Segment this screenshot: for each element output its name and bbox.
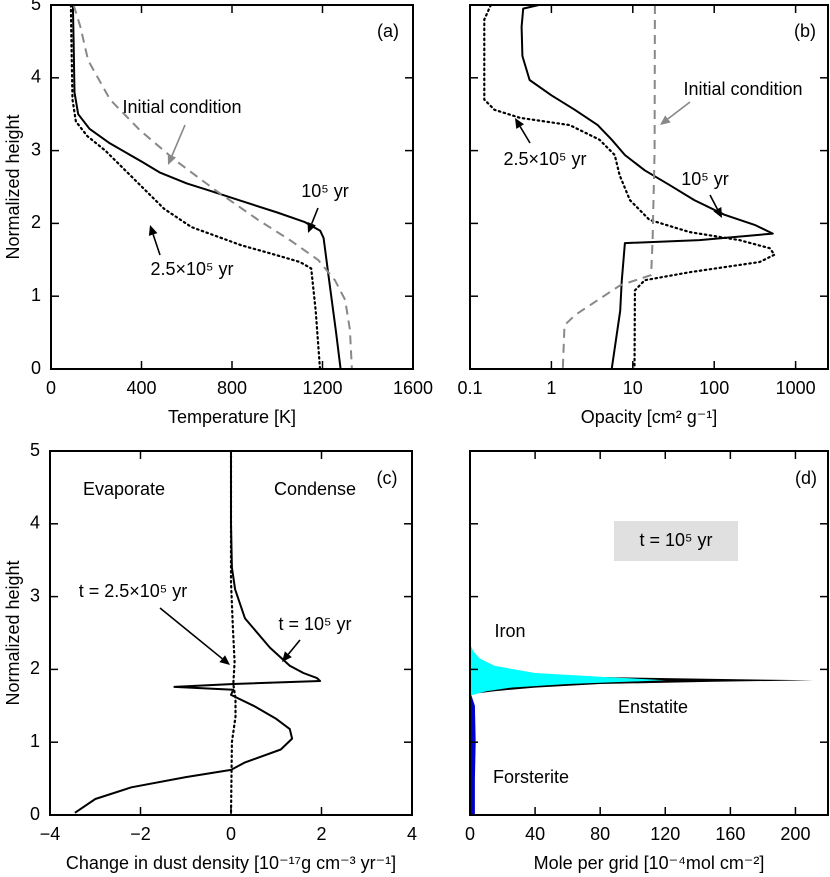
series-label: Forsterite (493, 767, 569, 787)
x-tick-label: 2 (316, 824, 326, 844)
panel-label: (b) (794, 21, 816, 41)
arrow-shaft (171, 124, 186, 157)
x-tick-label: 200 (780, 824, 810, 844)
series-label: Initial condition (683, 79, 802, 99)
series-label: 10⁵ yr (681, 169, 728, 189)
arrow-shaft (519, 126, 531, 144)
arrow-shaft (709, 194, 719, 210)
line (483, 5, 776, 369)
x-tick-label: 1000 (776, 378, 816, 398)
series-label: 2.5×10⁵ yr (150, 259, 233, 279)
x-axis-label: Opacity [cm² g⁻¹] (581, 407, 718, 427)
y-tick-label: 4 (31, 67, 41, 87)
series-label: t = 10⁵ yr (279, 614, 352, 634)
panel-label: (d) (795, 468, 817, 488)
plot-frame (469, 450, 829, 816)
x-tick-label: 400 (126, 378, 156, 398)
plot-area (69, 5, 353, 369)
arrow-head (713, 207, 722, 218)
panel: t = 10⁵ yr t = 2.5×10⁵ yr −4 −2 0 2 4 0 1 2 3 4 5 Cha… (3, 440, 417, 873)
x-axis-label: Mole per grid [10⁻⁴mol cm⁻²] (534, 853, 765, 873)
series-label: Iron (494, 621, 525, 641)
line (520, 5, 774, 369)
plot-area (470, 643, 814, 815)
panel-label: (a) (377, 21, 399, 41)
series-label: 10⁵ yr (301, 181, 348, 201)
annotation: t = 10⁵ yr (640, 530, 713, 550)
x-tick-label: −4 (40, 824, 61, 844)
arrow-shaft (310, 207, 319, 225)
x-tick-label: 4 (407, 824, 417, 844)
line (69, 5, 322, 369)
x-tick-label: −2 (130, 824, 151, 844)
arrow-head (515, 118, 525, 129)
line (71, 5, 342, 369)
x-tick-label: 120 (650, 824, 680, 844)
y-tick-label: 4 (30, 513, 40, 533)
y-tick-label: 0 (31, 358, 41, 378)
y-tick-label: 3 (31, 139, 41, 159)
x-tick-label: 100 (699, 378, 729, 398)
annotation: Evaporate (83, 479, 165, 499)
y-tick-label: 5 (30, 440, 40, 460)
y-tick-label: 2 (31, 212, 41, 232)
plot-frame (469, 4, 829, 370)
x-tick-label: 1 (546, 378, 556, 398)
x-tick-label: 0 (46, 378, 56, 398)
x-tick-label: 10 (623, 378, 643, 398)
arrow-head (307, 222, 316, 233)
arrow-shaft (159, 607, 223, 660)
arrow-head (282, 651, 292, 662)
x-tick-label: 1200 (302, 378, 342, 398)
annotation-box (614, 521, 738, 561)
arrow-shaft (667, 101, 691, 120)
x-axis-label: Temperature [K] (168, 407, 296, 427)
arrow-shaft (152, 234, 161, 256)
arrow-head (219, 655, 230, 665)
plot-area (74, 451, 322, 815)
series-label: Enstatite (618, 697, 688, 717)
y-tick-label: 3 (30, 585, 40, 605)
area (470, 643, 666, 696)
x-tick-label: 0 (465, 824, 475, 844)
area (470, 691, 476, 815)
y-tick-label: 5 (31, 0, 41, 14)
line (561, 5, 656, 369)
x-tick-label: 80 (590, 824, 610, 844)
x-tick-label: 0.1 (457, 378, 482, 398)
x-tick-label: 160 (715, 824, 745, 844)
panel-label: (c) (377, 468, 398, 488)
y-tick-label: 2 (30, 658, 40, 678)
x-tick-label: 0 (226, 824, 236, 844)
x-tick-label: 800 (217, 378, 247, 398)
x-axis-label: Change in dust density [10⁻¹⁷g cm⁻³ yr⁻¹… (66, 853, 396, 873)
panel: 10⁵ yr 2.5×10⁵ yr Initial condition 0.1 1 10 1… (457, 4, 829, 427)
y-tick-label: 1 (31, 285, 41, 305)
panel: 10⁵ yr 2.5×10⁵ yr Initial condition 0 400 800… (3, 0, 433, 427)
arrow-head (167, 154, 177, 165)
x-tick-label: 1600 (393, 378, 433, 398)
y-tick-label: 1 (30, 731, 40, 751)
arrow-head (660, 115, 671, 125)
line (72, 5, 353, 369)
y-tick-label: 0 (30, 804, 40, 824)
panel: Enstatite Iron Forsterite 0 40 80 120 160 200 Mol… (465, 450, 829, 873)
x-tick-label: 40 (525, 824, 545, 844)
arrow-head (148, 225, 158, 236)
plot-frame (50, 4, 414, 370)
line (229, 451, 237, 815)
series-label: Initial condition (122, 97, 241, 117)
plot-area (483, 5, 776, 369)
y-axis-label: Normalized height (3, 560, 23, 705)
series-label: 2.5×10⁵ yr (503, 149, 586, 169)
series-label: t = 2.5×10⁵ yr (79, 581, 188, 601)
annotation: Condense (274, 479, 356, 499)
arrow-shaft (287, 639, 301, 655)
y-axis-label: Normalized height (3, 114, 23, 259)
